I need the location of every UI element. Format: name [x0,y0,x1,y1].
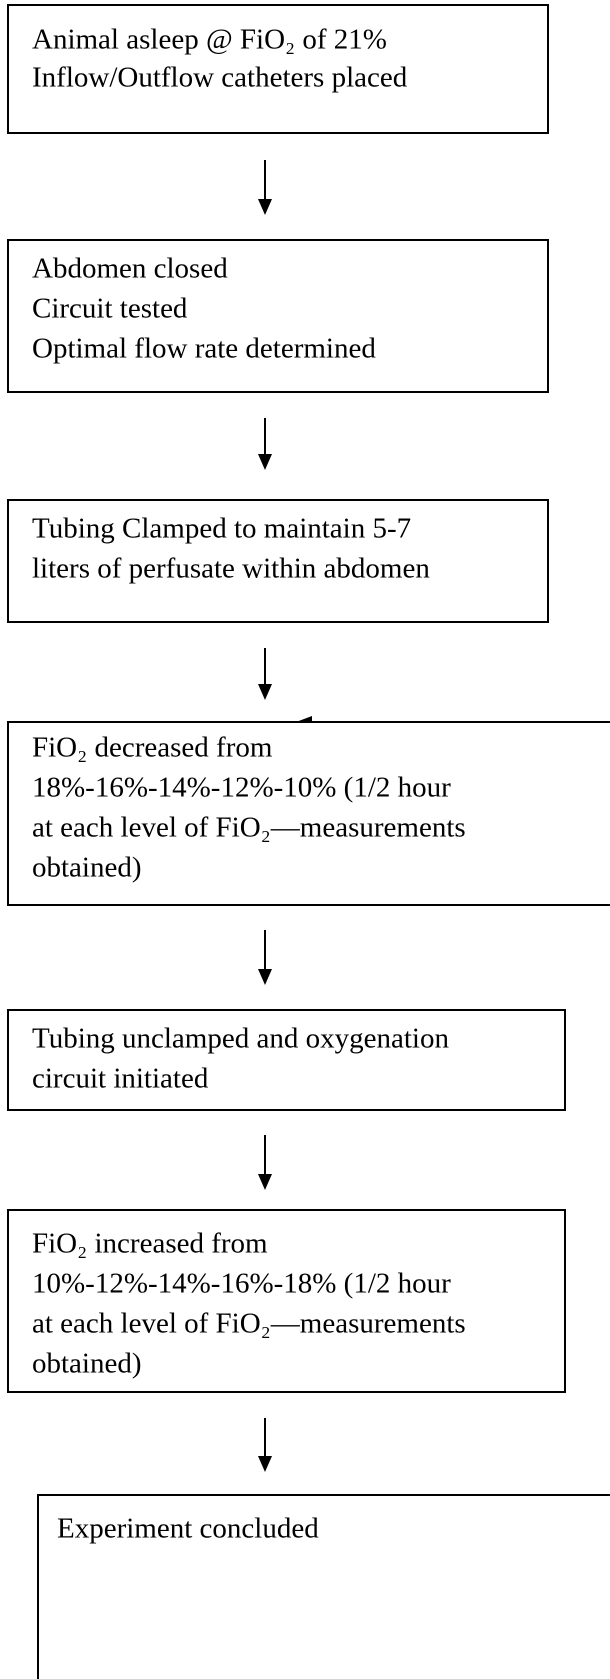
step-text: Tubing unclamped and oxygenation [32,1023,449,1055]
arrow-head [258,684,272,700]
step-text: FiO₂ increased from [32,1228,268,1260]
step-box [7,4,549,134]
artifact-mark [296,716,312,722]
step-box [37,1494,610,1679]
step-text: FiO₂ decreased from [32,732,273,764]
step-text: Tubing Clamped to maintain 5-7 [32,513,411,545]
arrow-head [258,199,272,215]
step-text: 10%-12%-14%-16%-18% (1/2 hour [32,1268,451,1300]
step-text: 18%-16%-14%-12%-10% (1/2 hour [32,772,451,804]
step-box [7,721,610,906]
step-text: obtained) [32,1348,142,1380]
step-text: at each level of FiO₂—measurements [32,1308,466,1340]
step-text: liters of perfusate within abdomen [32,553,430,585]
step-text: Optimal flow rate determined [32,333,376,365]
step-box [7,239,549,393]
step-text: Animal asleep @ FiO₂ of 21% [32,24,387,56]
step-box [7,1009,566,1111]
arrow-head [258,454,272,470]
step-text: obtained) [32,852,142,884]
step-text: Circuit tested [32,293,188,325]
step-box [7,1209,566,1393]
step-text: circuit initiated [32,1063,209,1095]
arrow-head [258,1174,272,1190]
arrow-head [258,969,272,985]
arrow-head [258,1456,272,1472]
step-text: Inflow/Outflow catheters placed [32,62,408,94]
step-box [7,499,549,623]
step-text: at each level of FiO₂—measurements [32,812,466,844]
step-text: Abdomen closed [32,253,228,285]
step-text: Experiment concluded [57,1513,319,1545]
